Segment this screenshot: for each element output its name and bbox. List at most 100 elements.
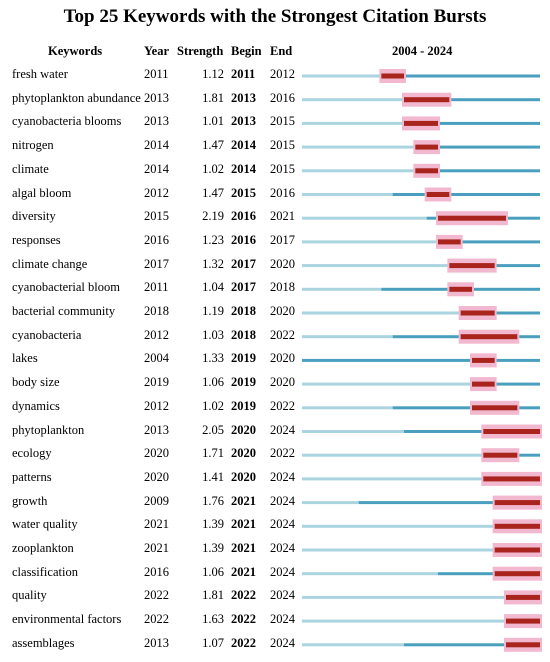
timeline-inactive bbox=[302, 643, 404, 647]
year-value: 2013 bbox=[144, 90, 169, 105]
keyword-label: zooplankton bbox=[12, 541, 74, 555]
end-value: 2024 bbox=[270, 422, 295, 437]
burst-bar bbox=[494, 571, 540, 577]
strength-value: 1.81 bbox=[202, 90, 224, 105]
keyword-label: diversity bbox=[12, 209, 56, 224]
year-value: 2022 bbox=[144, 612, 169, 627]
end-value: 2015 bbox=[270, 138, 295, 153]
begin-value: 2020 bbox=[231, 469, 256, 484]
keyword-label: water quality bbox=[12, 517, 78, 532]
table-row: assemblages 2013 1.07 2022 2024 bbox=[0, 631, 550, 655]
keyword-label: classification bbox=[12, 564, 78, 579]
table-row: growth 2009 1.76 2021 2024 bbox=[0, 489, 550, 513]
strength-value: 2.05 bbox=[202, 422, 224, 437]
year-value: 2004 bbox=[144, 351, 169, 366]
burst-bar bbox=[438, 239, 461, 245]
timeline-inactive bbox=[302, 453, 484, 457]
timeline-inactive bbox=[302, 74, 382, 78]
begin-value: 2019 bbox=[231, 375, 256, 390]
year-value: 2014 bbox=[144, 161, 169, 176]
timeline-inactive bbox=[302, 382, 472, 386]
burst-bar bbox=[426, 192, 450, 197]
burst-bar bbox=[472, 357, 495, 363]
end-value: 2024 bbox=[270, 588, 295, 603]
begin-value: 2016 bbox=[231, 232, 256, 247]
strength-value: 1.76 bbox=[202, 493, 224, 508]
table-row: phytoplankton 2013 2.05 2020 2024 bbox=[0, 418, 550, 442]
year-value: 2021 bbox=[144, 517, 169, 532]
year-value: 2013 bbox=[144, 422, 169, 437]
timeline-inactive bbox=[302, 524, 495, 528]
strength-value: 1.06 bbox=[202, 564, 224, 579]
table-row: responses 2016 1.23 2016 2017 bbox=[0, 228, 550, 252]
burst-bar bbox=[415, 144, 438, 150]
end-value: 2015 bbox=[270, 161, 295, 176]
table-row: patterns 2020 1.41 2020 2024 bbox=[0, 465, 550, 489]
burst-bar bbox=[494, 523, 540, 529]
burst-bar bbox=[460, 310, 495, 316]
burst-bar bbox=[472, 381, 495, 387]
keyword-label: phytoplankton abundance bbox=[12, 90, 141, 105]
year-value: 2016 bbox=[144, 232, 169, 247]
timeline-active bbox=[438, 572, 540, 576]
timeline-inactive bbox=[302, 501, 359, 505]
timeline-inactive bbox=[302, 311, 461, 315]
table-row: dynamics 2012 1.02 2019 2022 bbox=[0, 394, 550, 418]
begin-value: 2019 bbox=[231, 351, 256, 366]
year-value: 2011 bbox=[144, 67, 169, 81]
strength-value: 1.02 bbox=[202, 398, 224, 413]
year-value: 2022 bbox=[144, 588, 169, 603]
keyword-label: nitrogen bbox=[12, 138, 54, 153]
begin-value: 2014 bbox=[231, 161, 256, 176]
end-value: 2024 bbox=[270, 635, 295, 650]
end-value: 2024 bbox=[270, 469, 295, 484]
header-keywords: Keywords bbox=[48, 44, 103, 58]
burst-bar bbox=[449, 286, 472, 292]
table-row: classification 2016 1.06 2021 2024 bbox=[0, 560, 550, 584]
timeline-inactive bbox=[302, 169, 416, 173]
strength-value: 1.19 bbox=[202, 304, 224, 318]
timeline-inactive bbox=[302, 287, 382, 291]
table-row: cyanobacterial bloom 2011 1.04 2017 2018 bbox=[0, 275, 550, 299]
strength-value: 1.81 bbox=[202, 588, 224, 603]
burst-bar bbox=[460, 334, 518, 340]
begin-value: 2013 bbox=[231, 114, 256, 129]
begin-value: 2022 bbox=[231, 612, 256, 627]
timeline-inactive bbox=[302, 335, 393, 339]
keyword-label: algal bloom bbox=[12, 185, 72, 200]
chart-title: Top 25 Keywords with the Strongest Citat… bbox=[63, 6, 487, 27]
burst-bar bbox=[449, 263, 495, 269]
timeline-inactive bbox=[302, 98, 404, 102]
strength-value: 1.23 bbox=[202, 232, 224, 247]
end-value: 2021 bbox=[270, 209, 295, 224]
table-row: fresh water 2011 1.12 2011 2012 bbox=[0, 62, 550, 86]
end-value: 2016 bbox=[270, 185, 295, 200]
begin-value: 2018 bbox=[231, 304, 256, 318]
burst-bar bbox=[483, 429, 540, 434]
end-value: 2018 bbox=[270, 280, 295, 295]
year-value: 2013 bbox=[144, 114, 169, 129]
begin-value: 2017 bbox=[231, 256, 256, 271]
table-row: nitrogen 2014 1.47 2014 2015 bbox=[0, 133, 550, 157]
end-value: 2024 bbox=[270, 612, 295, 627]
timeline-inactive bbox=[302, 430, 404, 433]
burst-bar bbox=[472, 405, 518, 411]
begin-value: 2019 bbox=[231, 398, 256, 413]
burst-bar bbox=[381, 73, 404, 79]
end-value: 2020 bbox=[270, 256, 295, 271]
begin-value: 2020 bbox=[231, 446, 256, 461]
keyword-label: climate bbox=[12, 161, 49, 176]
year-value: 2012 bbox=[144, 398, 169, 413]
table-row: quality 2022 1.81 2022 2024 bbox=[0, 583, 550, 607]
table-row: zooplankton 2021 1.39 2021 2024 bbox=[0, 536, 550, 560]
timeline-inactive bbox=[302, 121, 404, 125]
timeline-active bbox=[392, 406, 540, 410]
strength-value: 2.19 bbox=[202, 209, 224, 224]
timeline-active bbox=[404, 98, 540, 102]
strength-value: 1.39 bbox=[202, 541, 224, 555]
keyword-label: environmental factors bbox=[12, 612, 122, 627]
burst-bar bbox=[483, 476, 540, 482]
year-value: 2016 bbox=[144, 564, 169, 579]
end-value: 2016 bbox=[270, 90, 295, 105]
